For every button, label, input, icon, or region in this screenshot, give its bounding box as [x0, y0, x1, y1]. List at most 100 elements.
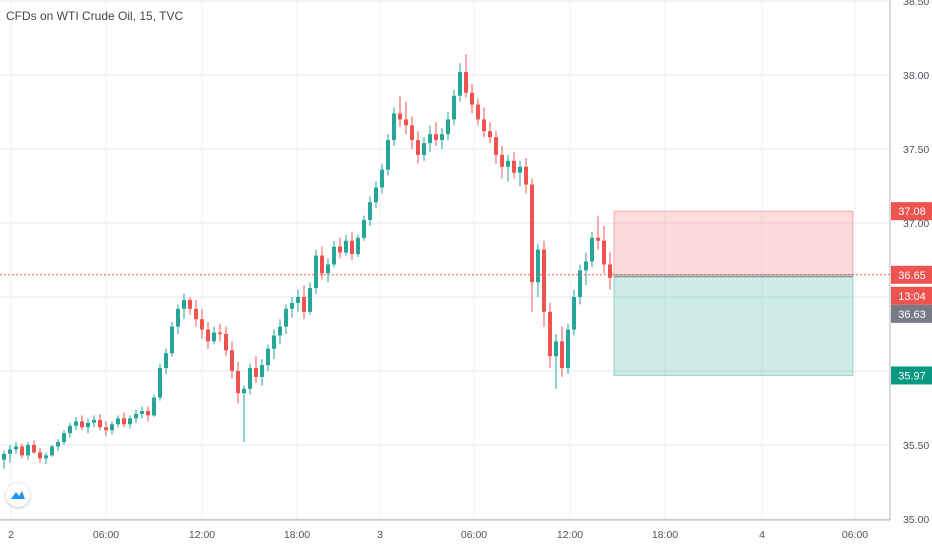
current-price-label-text: 36.65 [898, 270, 926, 282]
candle [254, 356, 258, 383]
candle-body [482, 119, 486, 132]
candle [224, 326, 228, 357]
candle-body [542, 249, 546, 312]
candle-body [44, 455, 48, 459]
candle-body [548, 311, 552, 357]
candle-body [86, 422, 90, 428]
candle-body [602, 240, 606, 265]
candle [392, 107, 396, 147]
candle-body [428, 134, 432, 144]
x-tick-label: 12:00 [557, 529, 583, 541]
price-labels: 37.08 36.65 13:04 36.63 35.97 [891, 202, 932, 385]
stop-loss-price-label: 37.08 [891, 202, 932, 221]
candle [188, 297, 192, 315]
candle [488, 122, 492, 144]
candle [314, 249, 318, 295]
candle-body [464, 72, 468, 93]
candle [368, 196, 372, 226]
candle [308, 282, 312, 315]
candle [284, 304, 288, 334]
candle [608, 252, 612, 290]
candle [524, 157, 528, 194]
candle [92, 415, 96, 428]
x-tick-label: 12:00 [189, 529, 215, 541]
candle-body [374, 187, 378, 203]
candle [158, 363, 162, 401]
candle [338, 237, 342, 259]
candle-body [308, 288, 312, 312]
candle-body [302, 297, 306, 312]
candle [530, 178, 534, 312]
candle [296, 289, 300, 312]
candle [326, 258, 330, 283]
candle-body [50, 446, 54, 456]
candle-body [446, 119, 450, 135]
candle [8, 445, 12, 463]
candle-body [350, 240, 354, 255]
x-tick-label: 3 [377, 529, 383, 541]
candle [590, 231, 594, 268]
candle [38, 447, 42, 463]
candle [542, 240, 546, 327]
candle [422, 137, 426, 161]
candle [248, 363, 252, 395]
candle [68, 422, 72, 438]
take-profit-price-label: 35.97 [891, 366, 932, 385]
candle [434, 122, 438, 147]
candle-body [422, 143, 426, 155]
candle-body [584, 261, 588, 271]
candle-body [188, 299, 192, 309]
candle [374, 181, 378, 209]
candle [404, 101, 408, 135]
candle-body [404, 119, 408, 126]
candle [428, 125, 432, 152]
position-zones[interactable] [613, 210, 854, 376]
candle [362, 215, 366, 241]
candle [80, 415, 84, 431]
candle-body [452, 95, 456, 120]
take-profit-zone[interactable] [613, 274, 854, 376]
x-tick-label: 06:00 [842, 529, 868, 541]
candle-body [470, 92, 474, 105]
candle-body [164, 353, 168, 369]
y-tick-label: 35.50 [903, 440, 929, 452]
candle [584, 252, 588, 286]
candle-body [608, 264, 612, 278]
candle-body [38, 452, 42, 459]
candle [152, 394, 156, 417]
candle [398, 95, 402, 127]
candle-body [590, 237, 594, 262]
stop-loss-price-label-bg [891, 202, 932, 221]
candle-body [68, 425, 72, 434]
candle-body [338, 246, 342, 253]
tradingview-logo-icon[interactable] [6, 483, 30, 507]
candle [206, 322, 210, 349]
candle-body [512, 160, 516, 173]
candle-body [2, 453, 6, 460]
candle-body [356, 237, 360, 255]
candle [74, 416, 78, 431]
candle-body [14, 446, 18, 450]
candle-body [218, 332, 222, 334]
candle [176, 304, 180, 334]
candle-body [158, 368, 162, 398]
candle [110, 421, 114, 435]
candle [446, 112, 450, 141]
candle [494, 131, 498, 164]
candle-body [260, 365, 264, 377]
candle [500, 146, 504, 179]
x-tick-label: 18:00 [284, 529, 310, 541]
candle-body [248, 368, 252, 389]
candle [344, 234, 348, 256]
stop-loss-zone[interactable] [613, 210, 854, 276]
candle [20, 443, 24, 459]
current-price-label: 36.65 [891, 265, 932, 284]
chart-title: CFDs on WTI Crude Oil, 15, TVC [6, 9, 184, 23]
candle-body [8, 449, 12, 454]
countdown-label: 13:04 [891, 286, 932, 305]
candle [230, 341, 234, 379]
candle-body [104, 427, 108, 431]
